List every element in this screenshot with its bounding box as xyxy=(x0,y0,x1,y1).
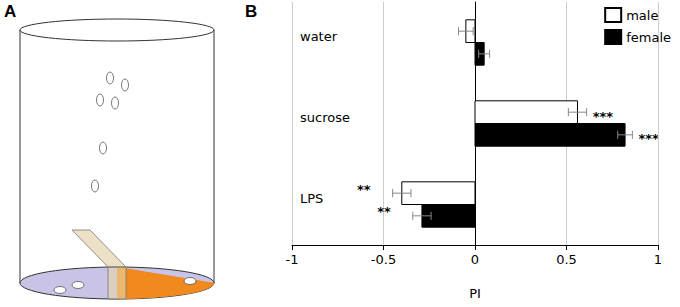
svg-text:1: 1 xyxy=(654,252,662,267)
svg-text:LPS: LPS xyxy=(300,191,323,206)
html-text:A: A xyxy=(4,2,17,21)
svg-text:***: *** xyxy=(638,131,659,146)
svg-text:male: male xyxy=(626,8,658,23)
html-text:B: B xyxy=(245,2,258,21)
svg-text:0: 0 xyxy=(471,252,479,267)
svg-text:-0.5: -0.5 xyxy=(371,252,396,267)
svg-text:female: female xyxy=(626,30,671,45)
svg-text:-1: -1 xyxy=(286,252,299,267)
svg-text:PI: PI xyxy=(469,286,481,301)
svg-text:**: ** xyxy=(377,204,391,219)
svg-text:***: *** xyxy=(593,109,614,124)
svg-text:**: ** xyxy=(357,182,371,197)
svg-text:sucrose: sucrose xyxy=(300,110,350,125)
svg-text:0.5: 0.5 xyxy=(556,252,577,267)
svg-text:water: water xyxy=(300,29,338,44)
